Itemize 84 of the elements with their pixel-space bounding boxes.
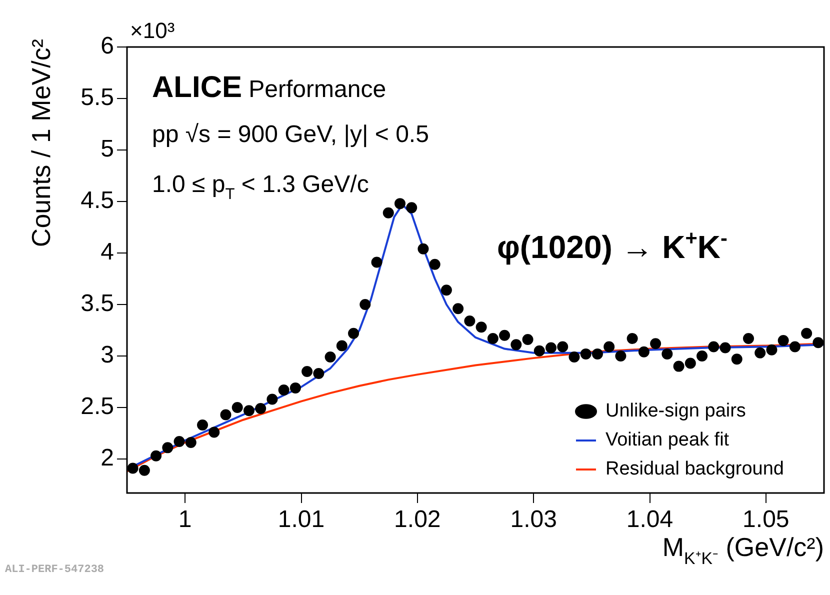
point [138, 464, 150, 476]
x-tick-label: 1.02 [394, 506, 441, 534]
point [382, 207, 394, 218]
point [812, 337, 824, 348]
point [313, 368, 324, 380]
x-tick-label: 1 [178, 506, 192, 534]
text: ×10³ [130, 18, 175, 43]
point [766, 344, 778, 356]
point [731, 354, 742, 365]
point [278, 384, 290, 396]
point [673, 360, 684, 372]
point [232, 402, 243, 414]
y-tick-label: 4 [100, 238, 114, 266]
point [499, 330, 510, 341]
x-tick-label: 1.01 [278, 506, 325, 534]
point [557, 341, 568, 352]
point [185, 437, 196, 448]
point [452, 303, 464, 314]
point [580, 348, 592, 360]
point [615, 350, 626, 362]
point [742, 332, 754, 344]
point [778, 335, 789, 346]
point [429, 258, 440, 270]
point [522, 334, 534, 346]
point [476, 322, 487, 333]
point [464, 315, 476, 326]
point [127, 462, 138, 474]
point [336, 340, 348, 352]
point [696, 350, 708, 362]
y-tick-label: 3.5 [80, 290, 114, 318]
y-tick-label: 2.5 [80, 393, 114, 420]
point [638, 346, 650, 358]
y-tick-label: 4.5 [80, 187, 114, 214]
point [662, 348, 673, 360]
point [255, 403, 266, 414]
point [418, 243, 429, 254]
legend-label: Residual background [605, 458, 784, 480]
point [487, 332, 498, 344]
point [197, 420, 208, 431]
point [801, 328, 812, 339]
point [604, 341, 615, 352]
y-tick-label: 6 [100, 32, 114, 60]
point [162, 442, 174, 454]
y-tick-label: 5.5 [80, 84, 114, 112]
point [568, 352, 580, 363]
annotation: pp √s = 900 GeV, |y| < 0.5 [152, 121, 429, 148]
x-tick-label: 1.05 [742, 506, 790, 534]
point [626, 332, 638, 344]
point [371, 256, 382, 268]
y-axis-title: Counts / 1 MeV/c² [26, 38, 56, 248]
point [592, 348, 603, 360]
point [394, 198, 406, 210]
point [174, 436, 185, 447]
point [546, 342, 557, 354]
y-tick-label: 5 [100, 136, 114, 163]
point [789, 341, 800, 352]
point [324, 352, 336, 363]
annotation: ALICE Performance [152, 71, 386, 104]
point [708, 341, 720, 352]
legend-label: Voitian peak fit [605, 430, 730, 451]
point [150, 450, 162, 462]
point [684, 358, 696, 369]
y-tick-label: 3 [100, 342, 114, 369]
y-tick-label: 2 [100, 444, 114, 472]
x-tick-label: 1.03 [510, 506, 557, 534]
point [266, 394, 278, 405]
text: ALI-PERF-547238 [5, 564, 104, 576]
x-tick-label: 1.04 [626, 506, 674, 534]
point [754, 347, 766, 358]
point [440, 284, 452, 296]
point [243, 405, 254, 416]
point [360, 299, 371, 310]
point [534, 345, 545, 356]
annotation: φ(1020) → K+K- [497, 227, 728, 265]
point [290, 382, 301, 394]
point [510, 339, 522, 350]
point [220, 409, 232, 420]
point [720, 342, 731, 354]
point [348, 328, 360, 339]
point [302, 366, 313, 377]
point [650, 338, 662, 350]
point [208, 426, 220, 438]
point [406, 202, 418, 214]
legend-label: Unlike-sign pairs [605, 400, 746, 422]
